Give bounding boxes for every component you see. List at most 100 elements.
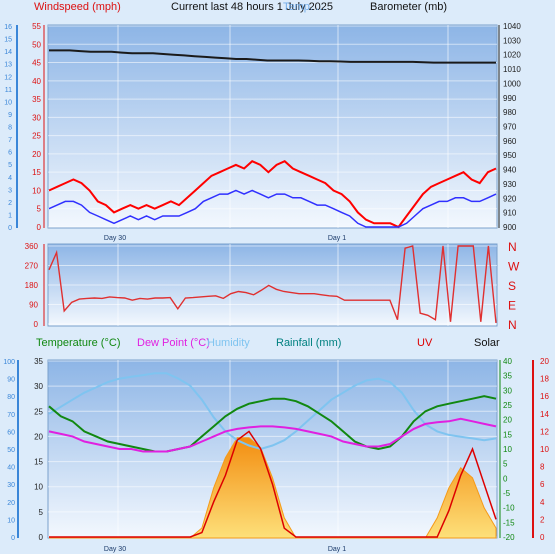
green-tick-label: 25 (503, 401, 512, 410)
wind-red-tick-label: 0 (37, 223, 42, 232)
temperature-tick-label: 10 (34, 483, 43, 492)
windspeed-title: Windspeed (mph) (34, 1, 121, 13)
barometer-tick-label: 970 (503, 123, 517, 132)
barometer-tick-label: 990 (503, 94, 517, 103)
uv-tick-label: 8 (540, 463, 545, 472)
green-tick-label: 30 (503, 386, 512, 395)
temperature-tick-label: 25 (34, 407, 43, 416)
green-tick-label: -5 (503, 489, 511, 498)
wind-blue-tick-label: 6 (8, 150, 12, 157)
green-tick-label: 15 (503, 430, 512, 439)
uv-series (49, 430, 497, 538)
barometer-tick-label: 920 (503, 194, 517, 203)
wind-red-tick-label: 55 (32, 22, 41, 31)
green-tick-label: -20 (503, 533, 515, 542)
x-tick-label-day30: Day 30 (104, 546, 126, 553)
wind-plot-area (47, 24, 498, 229)
direction-tick-label: 90 (29, 301, 38, 310)
barometer-tick-label: 900 (503, 223, 517, 232)
uv-tick-label: 2 (540, 515, 545, 524)
barometer-tick-label: 1000 (503, 79, 521, 88)
chart-title: Current last 48 hours 1 July 2025 (171, 1, 333, 13)
wind-red-tick-label: 45 (32, 59, 41, 68)
uv-tick-label: 4 (540, 498, 545, 507)
wind-blue-tick-label: 3 (8, 187, 12, 194)
temperature-tick-label: 5 (39, 508, 44, 517)
barometer-tick-label: 930 (503, 180, 517, 189)
green-tick-label: 40 (503, 357, 512, 366)
barometer-tick-label: 940 (503, 166, 517, 175)
green-tick-label: 20 (503, 416, 512, 425)
wind-blue-tick-label: 8 (8, 125, 12, 132)
direction-tick-label: 0 (34, 320, 39, 329)
uv-label: UV (417, 337, 433, 349)
wind-red-tick-label: 40 (32, 77, 41, 86)
temperature-label: Temperature (°C) (36, 337, 120, 349)
green-tick-label: -15 (503, 518, 515, 527)
humidity-tick-label: 80 (7, 394, 15, 401)
dew-point-series (48, 417, 497, 453)
uv-tick-label: 18 (540, 375, 549, 384)
temperature-series (48, 395, 497, 453)
barometer-tick-label: 1040 (503, 22, 521, 31)
solar-label: Solar (474, 337, 500, 349)
humidity-tick-label: 10 (7, 517, 15, 524)
humidity-tick-label: 40 (7, 465, 15, 472)
wind-blue-tick-label: 2 (8, 200, 12, 207)
wind-blue-tick-label: 12 (4, 74, 12, 81)
humidity-series (48, 372, 497, 451)
temperature-tick-label: 20 (34, 432, 43, 441)
humidity-tick-label: 100 (3, 359, 15, 366)
wind-red-tick-label: 35 (32, 95, 41, 104)
wind-blue-tick-label: 14 (4, 49, 12, 56)
barometer-tick-label: 910 (503, 209, 517, 218)
wind-gust-series (48, 160, 497, 229)
temperature-tick-label: 30 (34, 382, 43, 391)
direction-tick-label: 180 (25, 281, 39, 290)
green-tick-label: 10 (503, 445, 512, 454)
wind-red-tick-label: 50 (32, 40, 41, 49)
uv-tick-label: 0 (540, 533, 545, 542)
compass-tick-label: N (508, 318, 517, 332)
x-tick-label-day30: Day 30 (104, 235, 126, 242)
wind-red-tick-label: 25 (32, 132, 41, 141)
humidity-tick-label: 30 (7, 482, 15, 489)
wind-red-tick-label: 20 (32, 150, 41, 159)
humidity-tick-label: 70 (7, 412, 15, 419)
wind-red-tick-label: 30 (32, 113, 41, 122)
compass-tick-label: S (508, 279, 516, 293)
humidity-tick-label: 20 (7, 500, 15, 507)
wind-average-series (48, 189, 497, 228)
temperature-overlap-label: Temp. ... (283, 1, 325, 13)
green-tick-label: -10 (503, 504, 515, 513)
barometer-tick-label: 1030 (503, 36, 521, 45)
wind-red-tick-label: 10 (32, 186, 41, 195)
wind-red-tick-label: 15 (32, 168, 41, 177)
wind-blue-tick-label: 4 (8, 175, 12, 182)
temperature-tick-label: 0 (39, 533, 44, 542)
uv-tick-label: 6 (540, 480, 545, 489)
wind-blue-tick-label: 5 (8, 162, 12, 169)
wind-blue-tick-label: 13 (4, 62, 12, 69)
x-tick-label-day1: Day 1 (328, 235, 346, 242)
uv-tick-label: 14 (540, 410, 549, 419)
uv-tick-label: 16 (540, 392, 549, 401)
barometer-title: Barometer (mb) (370, 1, 447, 13)
green-tick-label: 5 (503, 460, 508, 469)
barometer-series (49, 49, 496, 64)
wind-blue-tick-label: 0 (8, 225, 12, 232)
wind-blue-tick-label: 15 (4, 37, 12, 44)
uv-tick-label: 10 (540, 445, 549, 454)
temperature-tick-label: 15 (34, 458, 43, 467)
wind-blue-tick-label: 7 (8, 137, 12, 144)
compass-tick-label: W (508, 260, 520, 274)
wind-blue-tick-label: 1 (8, 212, 12, 219)
rainfall-label: Rainfall (mm) (276, 337, 341, 349)
uv-tick-label: 20 (540, 357, 549, 366)
wind-direction-series (48, 245, 497, 323)
wind-blue-tick-label: 11 (5, 87, 12, 94)
green-tick-label: 0 (503, 474, 508, 483)
humidity-tick-label: 60 (7, 429, 15, 436)
dew-point-label: Dew Point (°C) (137, 337, 210, 349)
